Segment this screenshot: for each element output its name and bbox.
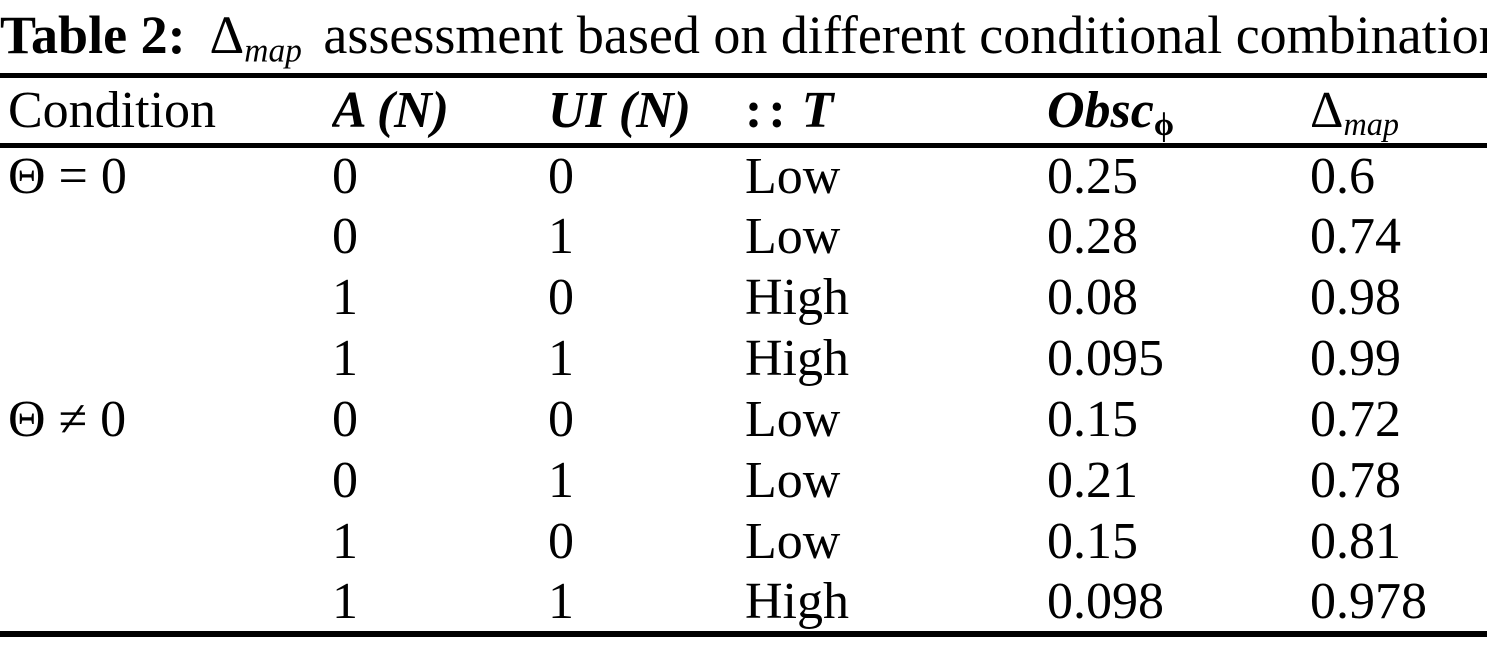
- header-a: A (N): [332, 76, 548, 146]
- table-row: 1 1 High 0.098 0.978: [0, 573, 1487, 634]
- cell-t: High: [745, 330, 849, 387]
- cell-condition: [0, 268, 332, 329]
- header-delta-glyph: Δ: [1310, 81, 1344, 139]
- header-obsc-label: Obsc: [1047, 81, 1154, 139]
- cell-delta: 0.978: [1310, 572, 1427, 630]
- header-obsc: Obscϕ: [1047, 76, 1310, 146]
- header-row: Condition A (N) UI (N) :: T Obscϕ Δmap: [0, 76, 1487, 146]
- table-caption: Table 2: Δmap assessment based on differe…: [0, 2, 1487, 68]
- delta-glyph: Δ: [209, 5, 245, 65]
- cell-delta: 0.98: [1310, 269, 1401, 326]
- cell-delta: 0.99: [1310, 330, 1401, 387]
- cell-condition: [0, 451, 332, 512]
- cell-condition: [0, 207, 332, 268]
- cell-t: Low: [745, 391, 841, 448]
- cell-ui: 0: [548, 513, 574, 570]
- cell-condition: Θ ≠ 0: [8, 391, 127, 448]
- table-header: Condition A (N) UI (N) :: T Obscϕ Δmap: [0, 76, 1487, 146]
- cell-t: High: [745, 269, 849, 326]
- table-row: 1 1 High 0.095 0.99: [0, 329, 1487, 390]
- cell-obsc: 0.15: [1047, 391, 1138, 448]
- header-t-label: T: [801, 81, 834, 139]
- table-body: Θ = 0 0 0 Low 0.25 0.6 0 1 Low 0.28 0.74…: [0, 146, 1487, 634]
- cell-obsc: 0.08: [1047, 269, 1138, 326]
- cell-a: 0: [332, 452, 358, 509]
- cell-obsc: 0.15: [1047, 513, 1138, 570]
- caption-label: Table 2:: [0, 5, 186, 65]
- table-row: Θ ≠ 0 0 0 Low 0.15 0.72: [0, 390, 1487, 451]
- cell-t: Low: [745, 513, 841, 570]
- table-row: Θ = 0 0 0 Low 0.25 0.6: [0, 146, 1487, 207]
- caption-delta-symbol: Δmap: [209, 5, 302, 68]
- header-a-label: A (N): [332, 81, 449, 139]
- cell-a: 1: [332, 513, 358, 570]
- data-table: Condition A (N) UI (N) :: T Obscϕ Δmap Θ …: [0, 73, 1487, 637]
- table-row: 0 1 Low 0.21 0.78: [0, 451, 1487, 512]
- cell-ui: 0: [548, 269, 574, 326]
- cell-condition: Θ = 0: [8, 148, 127, 206]
- delta-subscript: map: [244, 32, 302, 70]
- cell-obsc: 0.098: [1047, 572, 1164, 630]
- cell-ui: 1: [548, 330, 574, 387]
- cell-a: 1: [332, 572, 358, 630]
- cell-a: 0: [332, 391, 358, 448]
- cell-delta: 0.81: [1310, 513, 1401, 570]
- cell-a: 1: [332, 269, 358, 326]
- cell-delta: 0.6: [1310, 148, 1375, 206]
- caption-text: assessment based on different conditiona…: [323, 5, 1487, 65]
- table-row: 1 0 Low 0.15 0.81: [0, 512, 1487, 573]
- cell-delta: 0.78: [1310, 452, 1401, 509]
- cell-obsc: 0.21: [1047, 452, 1138, 509]
- table-row: 0 1 Low 0.28 0.74: [0, 207, 1487, 268]
- cell-a: 1: [332, 330, 358, 387]
- cell-ui: 0: [548, 391, 574, 448]
- cell-obsc: 0.28: [1047, 208, 1138, 265]
- cell-obsc: 0.25: [1047, 148, 1138, 206]
- cell-a: 0: [332, 208, 358, 265]
- cell-ui: 1: [548, 208, 574, 265]
- cell-t: High: [745, 572, 849, 630]
- cell-ui: 1: [548, 572, 574, 630]
- header-obsc-subscript: ϕ: [1153, 105, 1174, 142]
- cell-condition: [0, 512, 332, 573]
- header-delta: Δmap: [1310, 76, 1487, 146]
- cell-condition: [0, 573, 332, 634]
- cell-delta: 0.74: [1310, 208, 1401, 265]
- cell-condition: [0, 329, 332, 390]
- header-t-colons: ::: [745, 81, 792, 139]
- cell-ui: 0: [548, 148, 574, 206]
- header-condition: Condition: [8, 81, 217, 139]
- cell-ui: 1: [548, 452, 574, 509]
- header-ui-label: UI (N): [548, 81, 691, 139]
- cell-obsc: 0.095: [1047, 330, 1164, 387]
- table-row: 1 0 High 0.08 0.98: [0, 268, 1487, 329]
- header-ui: UI (N): [548, 76, 745, 146]
- cell-t: Low: [745, 148, 841, 206]
- cell-delta: 0.72: [1310, 391, 1401, 448]
- cell-t: Low: [745, 208, 841, 265]
- header-delta-subscript: map: [1343, 105, 1399, 142]
- cell-t: Low: [745, 452, 841, 509]
- cell-a: 0: [332, 148, 358, 206]
- header-t: :: T: [745, 76, 1047, 146]
